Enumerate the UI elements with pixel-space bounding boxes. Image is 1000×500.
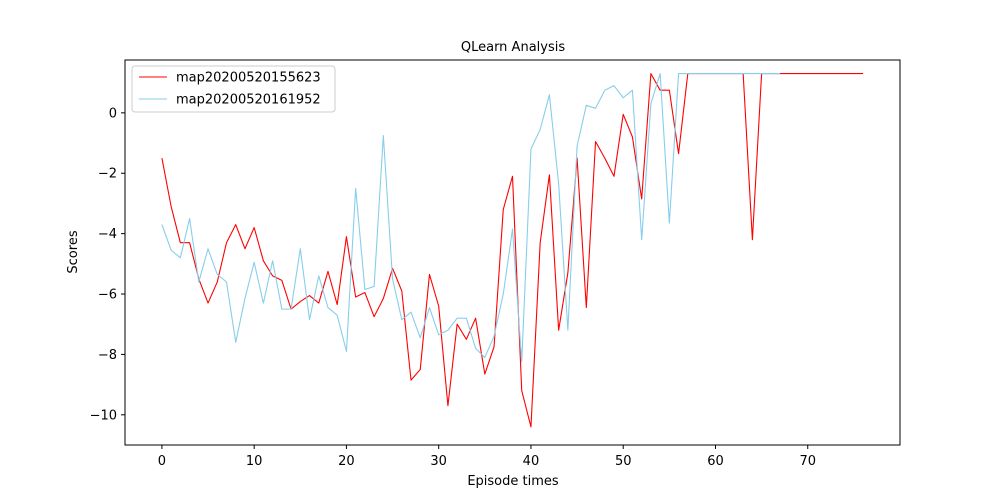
x-tick-label: 30 (430, 454, 447, 469)
y-tick-label: −2 (98, 167, 117, 182)
legend: map20200520155623 map20200520161952 (131, 65, 336, 113)
y-tick-label: −4 (98, 227, 117, 242)
x-tick-label: 70 (799, 454, 816, 469)
legend-box (131, 65, 336, 113)
y-tick-label: −10 (90, 408, 117, 423)
y-tick-label: −6 (98, 288, 117, 303)
series-layer (161, 73, 864, 428)
y-axis-label: Scores (66, 230, 81, 273)
x-tick-label: 40 (523, 454, 540, 469)
x-tick-label: 10 (246, 454, 263, 469)
x-axis: 0 10 20 30 40 50 60 70 (158, 445, 816, 469)
x-tick-label: 50 (615, 454, 632, 469)
x-tick-label: 60 (707, 454, 724, 469)
x-tick-label: 20 (338, 454, 355, 469)
plot-frame (124, 59, 901, 446)
series-line-1 (161, 73, 864, 428)
legend-label-2: map20200520161952 (176, 93, 321, 108)
series-line-2 (161, 73, 781, 363)
y-tick-label: 0 (109, 106, 117, 121)
y-tick-label: −8 (98, 348, 117, 363)
chart-title: QLearn Analysis (461, 40, 565, 55)
y-axis: −10 −8 −6 −4 −2 0 (90, 106, 125, 423)
legend-label-1: map20200520155623 (176, 71, 321, 86)
x-axis-label: Episode times (467, 474, 559, 489)
x-tick-label: 0 (158, 454, 166, 469)
